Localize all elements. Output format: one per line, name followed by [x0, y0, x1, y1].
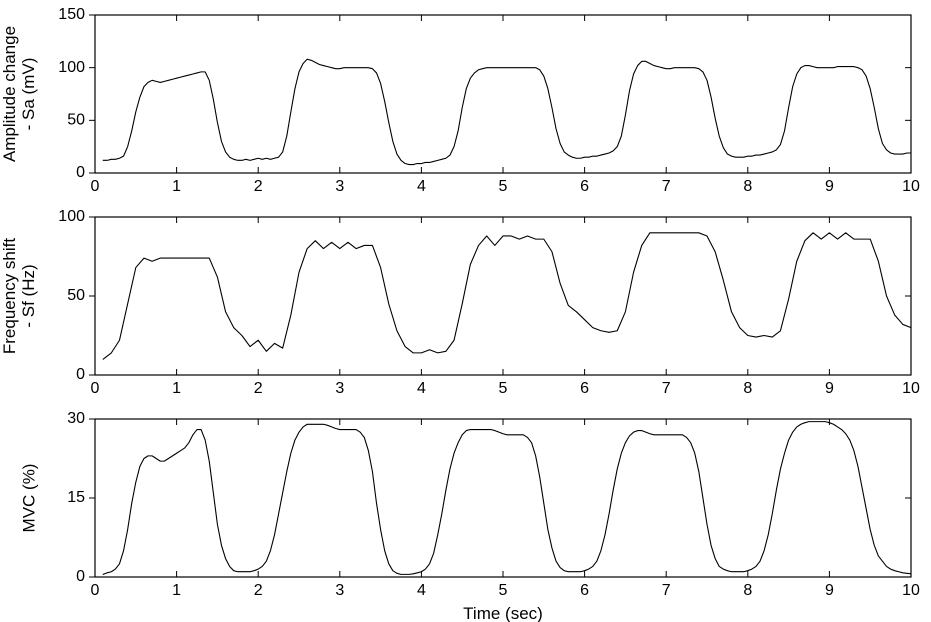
xtick-label: 7: [662, 178, 671, 195]
xtick-label: 2: [254, 380, 263, 397]
xtick-label: 8: [743, 178, 752, 195]
xtick-label: 4: [417, 178, 426, 195]
xtick-label: 1: [172, 178, 181, 195]
ytick-label: 30: [67, 410, 85, 427]
xtick-label: 4: [417, 380, 426, 397]
ytick-label: 100: [58, 208, 85, 225]
chart-svg: 050100150012345678910Amplitude change- S…: [0, 0, 931, 622]
svg-text:Frequency shift: Frequency shift: [0, 238, 19, 354]
xtick-label: 3: [335, 380, 344, 397]
ytick-label: 50: [67, 287, 85, 304]
xtick-label: 3: [335, 582, 344, 599]
xtick-label: 10: [902, 178, 920, 195]
xtick-label: 2: [254, 178, 263, 195]
xtick-label: 5: [499, 380, 508, 397]
ytick-label: 0: [76, 366, 85, 383]
xtick-label: 7: [662, 582, 671, 599]
ytick-label: 15: [67, 489, 85, 506]
ytick-label: 0: [76, 164, 85, 181]
xtick-label: 2: [254, 582, 263, 599]
ytick-label: 50: [67, 112, 85, 129]
xtick-label: 8: [743, 380, 752, 397]
xtick-label: 7: [662, 380, 671, 397]
svg-text:Amplitude change: Amplitude change: [0, 26, 19, 162]
figure: 050100150012345678910Amplitude change- S…: [0, 0, 931, 622]
xlabel: Time (sec): [463, 604, 543, 622]
xtick-label: 6: [580, 380, 589, 397]
xtick-label: 8: [743, 582, 752, 599]
xtick-label: 6: [580, 582, 589, 599]
xtick-label: 0: [91, 582, 100, 599]
ytick-label: 150: [58, 6, 85, 23]
xtick-label: 10: [902, 380, 920, 397]
xtick-label: 5: [499, 178, 508, 195]
xtick-label: 1: [172, 380, 181, 397]
xtick-label: 1: [172, 582, 181, 599]
ylabel-mvc: MVC (%): [19, 464, 38, 533]
xtick-label: 3: [335, 178, 344, 195]
xtick-label: 4: [417, 582, 426, 599]
xtick-label: 0: [91, 380, 100, 397]
svg-text:- Sa (mV): - Sa (mV): [19, 58, 38, 131]
xtick-label: 5: [499, 582, 508, 599]
xtick-label: 9: [825, 178, 834, 195]
ytick-label: 0: [76, 568, 85, 585]
ytick-label: 100: [58, 59, 85, 76]
svg-text:MVC (%): MVC (%): [19, 464, 38, 533]
xtick-label: 6: [580, 178, 589, 195]
svg-text:- Sf (Hz): - Sf (Hz): [19, 264, 38, 327]
xtick-label: 0: [91, 178, 100, 195]
xtick-label: 10: [902, 582, 920, 599]
xtick-label: 9: [825, 582, 834, 599]
xtick-label: 9: [825, 380, 834, 397]
